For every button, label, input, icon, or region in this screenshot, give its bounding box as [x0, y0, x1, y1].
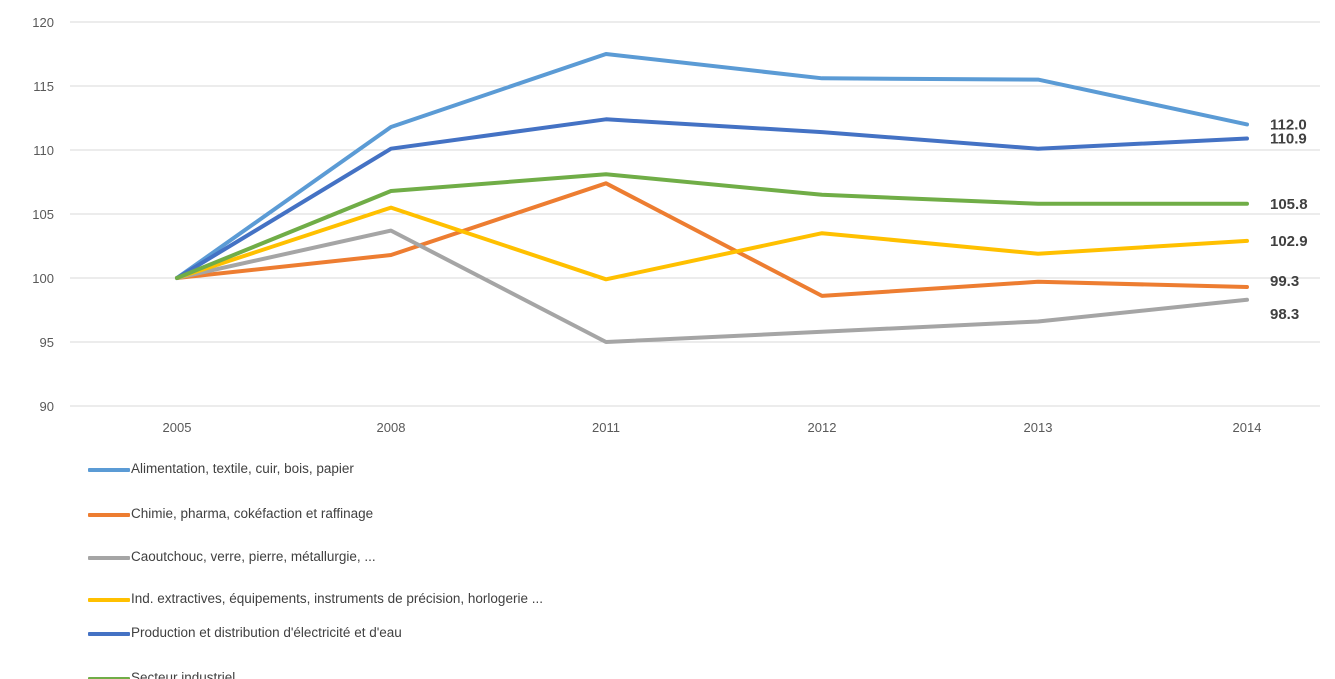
series-lines	[175, 52, 1249, 344]
end-labels: 112.0 99.3 98.3 102.9 110.9 105.8	[1270, 116, 1308, 322]
series-line	[175, 228, 1249, 344]
legend-label: Secteur industriel	[131, 670, 236, 679]
series-line	[175, 205, 1249, 282]
series-end-label: 99.3	[1270, 273, 1299, 290]
series-end-label: 110.9	[1270, 130, 1307, 147]
x-tick-label: 2005	[163, 420, 192, 435]
legend-swatch	[88, 632, 130, 636]
legend-swatch	[88, 677, 130, 679]
series-line	[175, 117, 1249, 280]
series-line	[175, 181, 1249, 298]
x-tick-label: 2012	[808, 420, 837, 435]
legend-swatch	[88, 468, 130, 472]
legend-label: Alimentation, textile, cuir, bois, papie…	[131, 461, 354, 476]
legend-label: Production et distribution d'électricité…	[131, 625, 402, 640]
legend: Alimentation, textile, cuir, bois, papie…	[88, 458, 608, 679]
legend-swatch	[88, 598, 130, 602]
y-tick-label: 95	[40, 335, 54, 350]
series-end-label: 105.8	[1270, 196, 1308, 213]
series-end-label: 112.0	[1270, 116, 1307, 133]
gridlines	[70, 21, 1320, 407]
y-tick-label: 110	[33, 143, 54, 158]
series-line	[175, 172, 1249, 280]
x-tick-label: 2011	[592, 420, 620, 435]
legend-swatch	[88, 556, 130, 560]
series-end-label: 98.3	[1270, 306, 1299, 323]
y-tick-label: 100	[32, 271, 54, 286]
x-axis-ticks: 2005 2008 2011 2012 2013 2014	[163, 420, 1262, 435]
series-line	[175, 52, 1249, 280]
y-tick-label: 105	[32, 207, 54, 222]
x-tick-label: 2014	[1233, 420, 1262, 435]
x-tick-label: 2013	[1024, 420, 1053, 435]
y-tick-label: 90	[40, 399, 54, 414]
legend-label: Ind. extractives, équipements, instrumen…	[131, 591, 543, 606]
x-tick-label: 2008	[377, 420, 406, 435]
y-tick-label: 115	[33, 79, 54, 94]
y-tick-label: 120	[32, 15, 54, 30]
legend-label: Chimie, pharma, cokéfaction et raffinage	[131, 506, 374, 521]
series-end-label: 102.9	[1270, 233, 1308, 250]
legend-label: Caoutchouc, verre, pierre, métallurgie, …	[131, 549, 376, 564]
legend-swatch	[88, 513, 130, 517]
y-axis-ticks: 90 95 100 105 110 115 120	[32, 15, 54, 414]
